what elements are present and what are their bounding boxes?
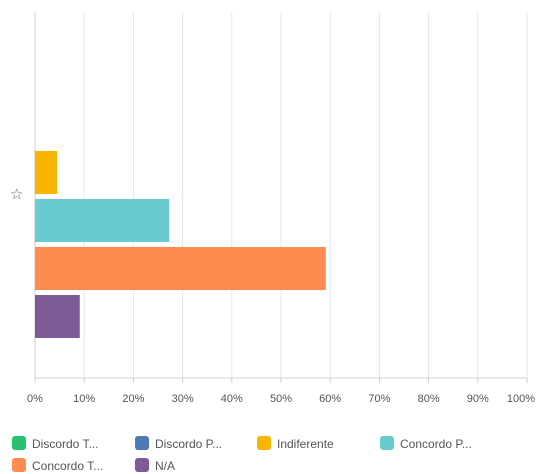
- legend-item[interactable]: N/A: [135, 458, 175, 474]
- x-tick-label: 20%: [122, 393, 144, 405]
- bar-chart: 0% 10% 20% 30% 40% 50% 60% 70% 80% 90% 100%: [27, 12, 535, 405]
- legend-swatch: [135, 458, 149, 472]
- legend-swatch: [12, 458, 26, 472]
- legend-label: Discordo P...: [155, 437, 223, 451]
- x-tick-label: 50%: [270, 393, 292, 405]
- legend-label: N/A: [155, 459, 176, 473]
- x-tick-label: 90%: [467, 393, 489, 405]
- legend-label: Concordo P...: [400, 437, 472, 451]
- grid-lines: [34, 12, 528, 378]
- legend-swatch: [257, 436, 271, 450]
- legend-label: Discordo T...: [32, 437, 99, 451]
- x-tick-label: 60%: [319, 393, 341, 405]
- legend-swatch: [380, 436, 394, 450]
- legend-label: Concordo T...: [32, 459, 104, 473]
- x-axis: 0% 10% 20% 30% 40% 50% 60% 70% 80% 90% 100%: [27, 377, 535, 405]
- bars: [35, 151, 326, 338]
- legend-swatch: [135, 436, 149, 450]
- star-icon[interactable]: ☆: [10, 185, 24, 203]
- x-tick-label: 40%: [221, 393, 243, 405]
- legend-item[interactable]: Concordo T...: [12, 458, 103, 474]
- bar-4[interactable]: [35, 247, 326, 290]
- legend-item[interactable]: Discordo T...: [12, 436, 98, 452]
- x-tick-label: 10%: [73, 393, 95, 405]
- x-tick-label: 30%: [172, 393, 194, 405]
- legend-item[interactable]: Concordo P...: [380, 436, 472, 452]
- x-tick-label: 0%: [27, 393, 43, 405]
- x-tick-label: 70%: [368, 393, 390, 405]
- bar-3[interactable]: [35, 199, 170, 242]
- legend-swatch: [12, 436, 26, 450]
- x-tick-label: 80%: [418, 393, 440, 405]
- bar-2[interactable]: [35, 151, 58, 194]
- legend-item[interactable]: Indiferente: [257, 436, 334, 452]
- legend-label: Indiferente: [277, 437, 334, 451]
- legend-item[interactable]: Discordo P...: [135, 436, 222, 452]
- x-tick-label: 100%: [507, 393, 535, 405]
- bar-5[interactable]: [35, 295, 80, 338]
